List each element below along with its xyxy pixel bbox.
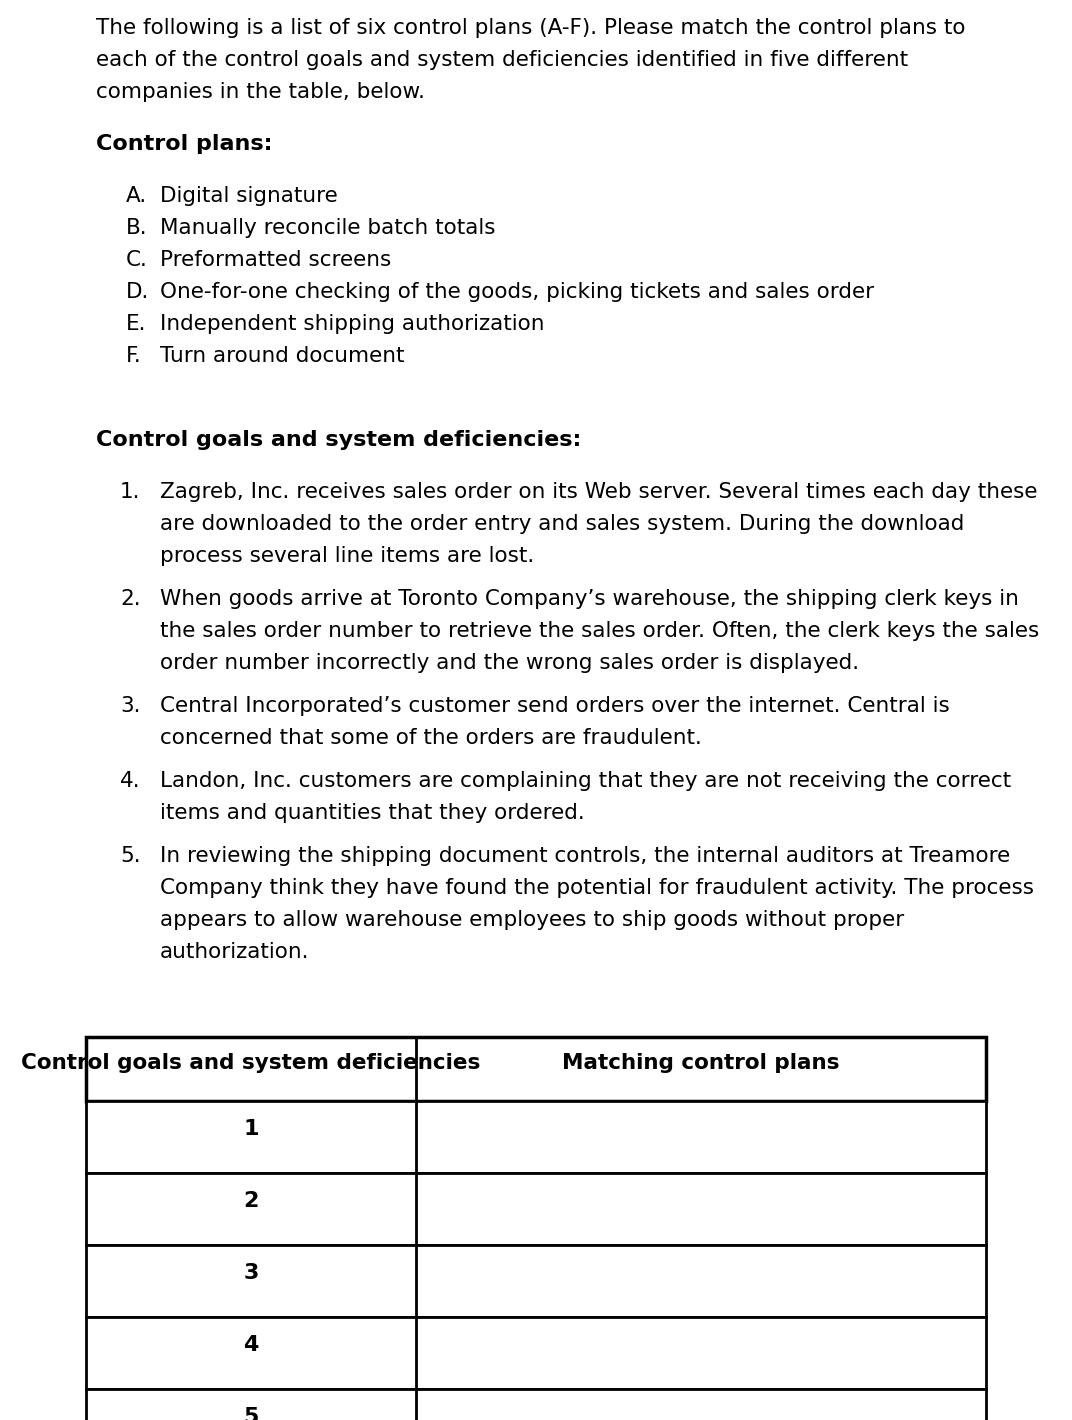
Text: are downloaded to the order entry and sales system. During the download: are downloaded to the order entry and sa… <box>160 514 965 534</box>
Text: authorization.: authorization. <box>160 941 310 961</box>
Text: concerned that some of the orders are fraudulent.: concerned that some of the orders are fr… <box>160 728 702 748</box>
Bar <box>86 1389 986 1420</box>
Bar <box>86 1100 986 1173</box>
Text: E.: E. <box>126 314 147 334</box>
Text: The following is a list of six control plans (A-F). Please match the control pla: The following is a list of six control p… <box>96 18 966 38</box>
Text: Independent shipping authorization: Independent shipping authorization <box>160 314 545 334</box>
Bar <box>86 1245 986 1316</box>
Text: One-for-one checking of the goods, picking tickets and sales order: One-for-one checking of the goods, picki… <box>160 283 874 302</box>
Text: 3.: 3. <box>120 696 140 716</box>
Bar <box>86 1316 986 1389</box>
Text: Manually reconcile batch totals: Manually reconcile batch totals <box>160 219 495 239</box>
Text: appears to allow warehouse employees to ship goods without proper: appears to allow warehouse employees to … <box>160 910 905 930</box>
Text: order number incorrectly and the wrong sales order is displayed.: order number incorrectly and the wrong s… <box>160 653 859 673</box>
Text: 4: 4 <box>243 1335 258 1355</box>
Bar <box>86 1173 986 1245</box>
Text: A.: A. <box>126 186 147 206</box>
Text: Zagreb, Inc. receives sales order on its Web server. Several times each day thes: Zagreb, Inc. receives sales order on its… <box>160 481 1038 503</box>
Text: each of the control goals and system deficiencies identified in five different: each of the control goals and system def… <box>96 50 908 70</box>
Text: 4.: 4. <box>120 771 140 791</box>
Text: Central Incorporated’s customer send orders over the internet. Central is: Central Incorporated’s customer send ord… <box>160 696 950 716</box>
Text: D.: D. <box>126 283 149 302</box>
Text: B.: B. <box>126 219 148 239</box>
Bar <box>86 1037 986 1100</box>
Text: 2.: 2. <box>120 589 140 609</box>
Text: Landon, Inc. customers are complaining that they are not receiving the correct: Landon, Inc. customers are complaining t… <box>160 771 1011 791</box>
Text: Digital signature: Digital signature <box>160 186 338 206</box>
Text: Control goals and system deficiencies: Control goals and system deficiencies <box>21 1054 480 1074</box>
Text: Matching control plans: Matching control plans <box>562 1054 839 1074</box>
Text: 1.: 1. <box>120 481 140 503</box>
Text: 3: 3 <box>243 1262 258 1284</box>
Text: C.: C. <box>126 250 148 270</box>
Text: items and quantities that they ordered.: items and quantities that they ordered. <box>160 802 584 824</box>
Text: 1: 1 <box>243 1119 258 1139</box>
Text: When goods arrive at Toronto Company’s warehouse, the shipping clerk keys in: When goods arrive at Toronto Company’s w… <box>160 589 1018 609</box>
Text: In reviewing the shipping document controls, the internal auditors at Treamore: In reviewing the shipping document contr… <box>160 846 1010 866</box>
Text: F.: F. <box>126 346 142 366</box>
Text: Control goals and system deficiencies:: Control goals and system deficiencies: <box>96 430 581 450</box>
Text: the sales order number to retrieve the sales order. Often, the clerk keys the sa: the sales order number to retrieve the s… <box>160 621 1039 640</box>
Text: Turn around document: Turn around document <box>160 346 404 366</box>
Text: 2: 2 <box>243 1191 258 1211</box>
Text: 5: 5 <box>243 1407 258 1420</box>
Text: 5.: 5. <box>120 846 140 866</box>
Text: Control plans:: Control plans: <box>96 133 272 153</box>
Text: Preformatted screens: Preformatted screens <box>160 250 391 270</box>
Text: process several line items are lost.: process several line items are lost. <box>160 547 534 567</box>
Text: companies in the table, below.: companies in the table, below. <box>96 82 425 102</box>
Text: Company think they have found the potential for fraudulent activity. The process: Company think they have found the potent… <box>160 878 1034 897</box>
